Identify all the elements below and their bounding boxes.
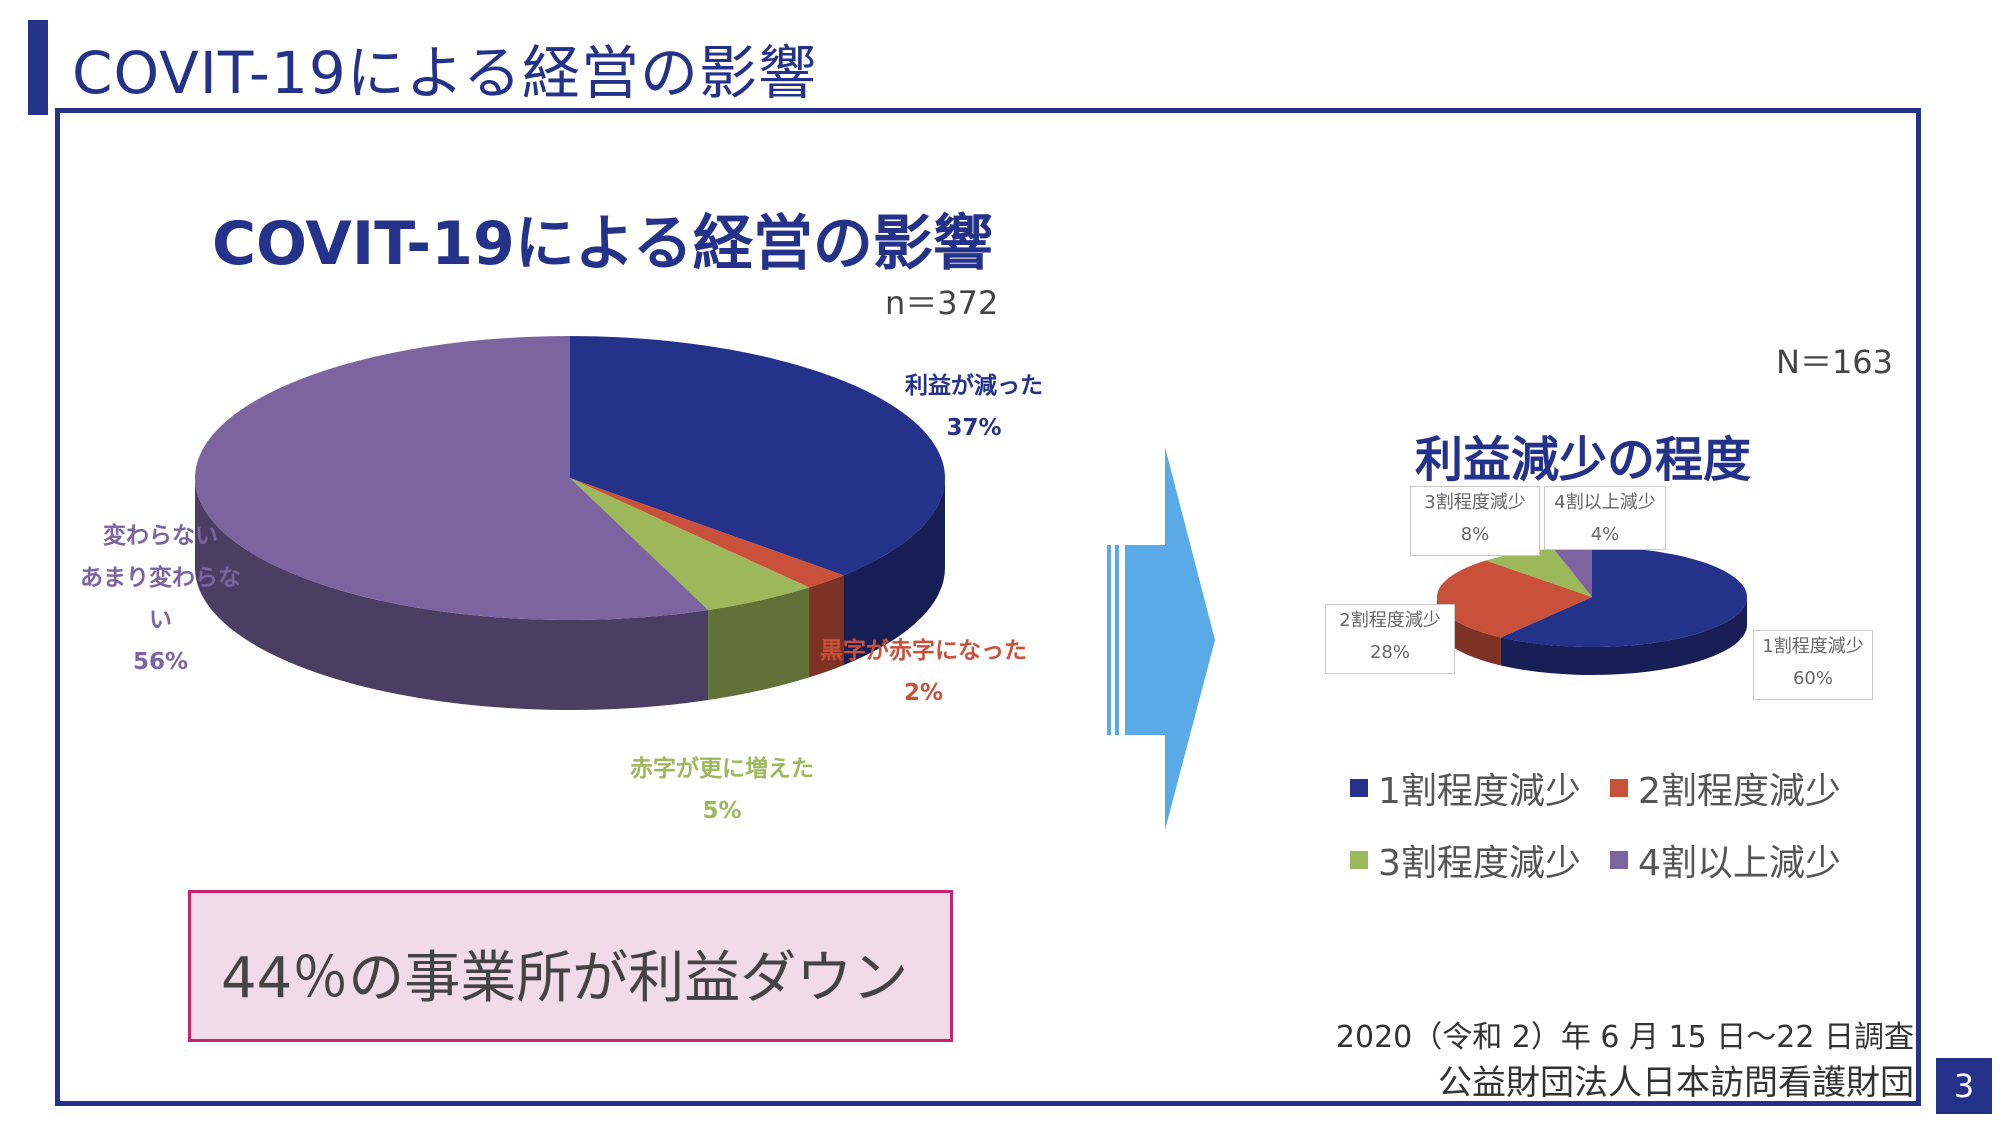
slice-label-text: 黒字が赤字になった xyxy=(820,638,1027,664)
pie-side-wall xyxy=(1437,597,1501,666)
arrow-stripe xyxy=(1115,545,1119,735)
pie-slice xyxy=(570,336,945,576)
callout-label: 1割程度減少 xyxy=(1762,636,1864,657)
sub-chart-title: 利益減少の程度 xyxy=(1415,432,1752,488)
slice-label-text: い xyxy=(149,607,172,633)
reduction-pie-chart xyxy=(1436,547,1747,675)
legend-swatch xyxy=(1610,779,1628,797)
survey-date: 2020（令和 2）年 6 月 15 日～22 日調査 xyxy=(1335,1020,1914,1055)
slice-label-profit-decreased: 利益が減った 37% xyxy=(905,365,1043,449)
slice-value-text: 56% xyxy=(132,649,189,675)
slice-label-text: 利益が減った xyxy=(905,373,1043,399)
legend-swatch xyxy=(1610,851,1628,869)
legend-item: 3割程度減少 xyxy=(1350,834,1610,886)
callout-value: 8% xyxy=(1460,524,1490,545)
sub-sample-size-label: N＝163 xyxy=(1776,343,1894,381)
pie-side-wall xyxy=(1500,597,1747,675)
callout-label: 2割程度減少 xyxy=(1339,610,1441,631)
slice-label-text: 赤字が更に増えた xyxy=(630,756,814,782)
pie-slice xyxy=(1553,547,1592,597)
legend-item: 1割程度減少 xyxy=(1350,762,1610,814)
pie-side-wall xyxy=(195,478,709,710)
slice-label-black-to-red: 黒字が赤字になった 2% xyxy=(820,630,1027,714)
callout-3wari: 3割程度減少 8% xyxy=(1410,486,1540,556)
legend-item: 2割程度減少 xyxy=(1610,762,1870,814)
sample-size-label: n＝372 xyxy=(885,284,999,322)
callout-label: 4割以上減少 xyxy=(1554,492,1656,513)
slice-value-text: 2% xyxy=(903,680,944,706)
legend-label: 2割程度減少 xyxy=(1638,771,1841,812)
pie-slice xyxy=(1500,547,1747,648)
pie-side-wall xyxy=(809,575,844,678)
title-accent-bar xyxy=(28,20,48,115)
callout-value: 28% xyxy=(1369,642,1410,663)
callout-2wari: 2割程度減少 28% xyxy=(1325,604,1455,674)
legend-label: 1割程度減少 xyxy=(1378,771,1581,812)
pie-chart-title: COVIT-19による経営の影響 xyxy=(212,209,993,279)
highlight-callout-box: 44％の事業所が利益ダウン xyxy=(188,890,953,1042)
slice-label-text: 変わらない xyxy=(103,523,218,549)
legend-swatch xyxy=(1350,779,1368,797)
arrow-stripe xyxy=(1107,545,1111,735)
slice-label-unchanged: 変わらない あまり変わらな い 56% xyxy=(80,515,241,683)
main-pie-chart xyxy=(195,336,945,710)
pie-slice xyxy=(195,336,709,620)
pie-slice xyxy=(1436,560,1592,638)
right-arrow-icon xyxy=(1125,447,1215,830)
legend-item: 4割以上減少 xyxy=(1610,834,1870,886)
pie-slice xyxy=(1485,548,1592,597)
slice-label-text: あまり変わらな xyxy=(80,565,241,591)
legend-label: 3割程度減少 xyxy=(1378,843,1581,884)
slice-label-red-increased: 赤字が更に増えた 5% xyxy=(630,748,814,832)
slice-value-text: 5% xyxy=(702,798,742,824)
pie-slice xyxy=(570,478,844,588)
page-number: 3 xyxy=(1936,1058,1992,1114)
legend-swatch xyxy=(1350,851,1368,869)
slice-value-text: 37% xyxy=(946,415,1002,441)
callout-value: 60% xyxy=(1792,668,1833,689)
callout-1wari: 1割程度減少 60% xyxy=(1753,630,1873,700)
callout-value: 4% xyxy=(1590,524,1620,545)
pie-side-wall xyxy=(708,587,810,701)
slide-title: COVIT-19による経営の影響 xyxy=(72,39,818,107)
highlight-text: 44％の事業所が利益ダウン xyxy=(221,946,909,1011)
callout-label: 3割程度減少 xyxy=(1424,492,1526,513)
pie-side-wall xyxy=(843,478,945,666)
chart-legend: 1割程度減少 2割程度減少 3割程度減少 4割以上減少 xyxy=(1350,762,1870,886)
content-frame xyxy=(55,108,1921,1106)
legend-label: 4割以上減少 xyxy=(1638,843,1841,884)
callout-4wari: 4割以上減少 4% xyxy=(1544,486,1666,550)
pie-slice xyxy=(570,478,810,611)
organization-name: 公益財団法人日本訪問看護財団 xyxy=(1438,1063,1914,1103)
